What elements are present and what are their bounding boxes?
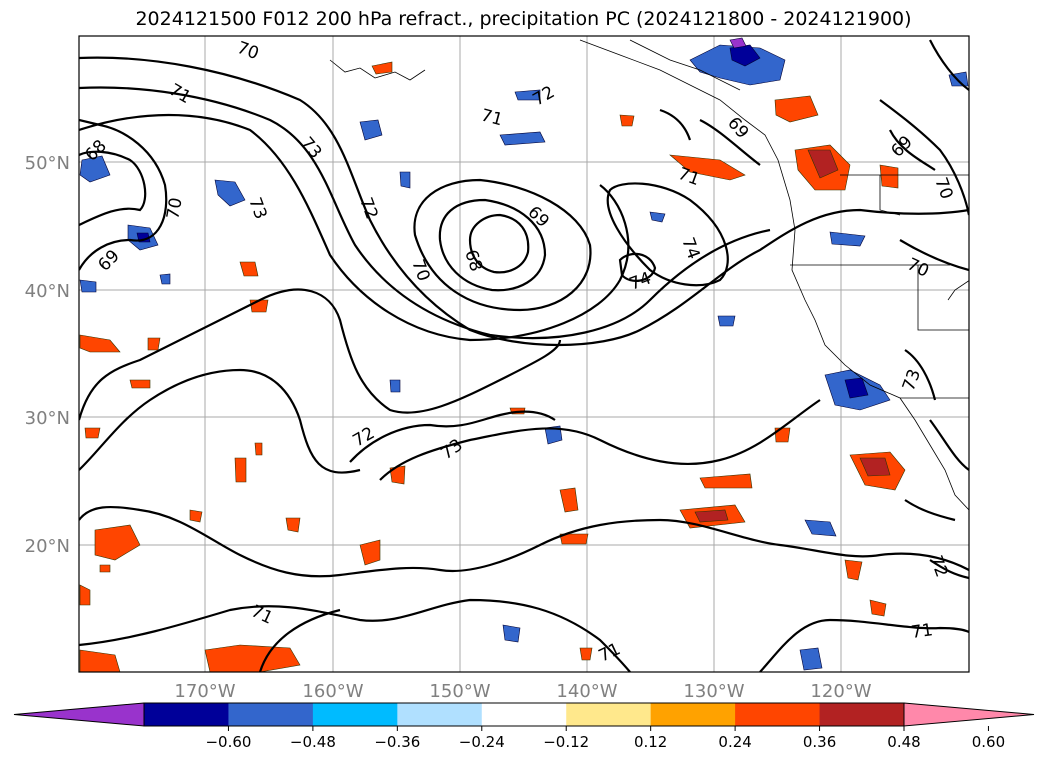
colorbar-swatch xyxy=(650,703,736,726)
precip-positive-areas xyxy=(79,61,906,672)
lon-label-120w: 120°W xyxy=(810,681,871,702)
colorbar-swatch xyxy=(481,703,567,726)
colorbar-tick-label: 0.36 xyxy=(803,733,836,751)
latitude-labels: 50°N 40°N 30°N 20°N xyxy=(25,153,70,557)
colorbar-extend-low xyxy=(13,702,145,727)
colorbar-tick-label: 0.12 xyxy=(634,733,667,751)
colorbar-tick-label: −0.12 xyxy=(543,733,589,751)
lon-label-160w: 160°W xyxy=(302,681,363,702)
graticule xyxy=(79,36,969,672)
colorbar-swatch xyxy=(144,703,229,726)
longitude-labels: 170°W 160°W 150°W 140°W 130°W 120°W xyxy=(174,681,871,702)
lat-label-40n: 40°N xyxy=(25,281,70,302)
colorbar-extend-high xyxy=(903,702,1035,727)
colorbar-outline xyxy=(143,702,905,727)
map-area xyxy=(79,36,969,672)
refractivity-contours xyxy=(79,39,969,672)
lon-label-140w: 140°W xyxy=(556,681,617,702)
lon-label-150w: 150°W xyxy=(429,681,490,702)
lat-label-50n: 50°N xyxy=(25,153,70,174)
lat-label-20n: 20°N xyxy=(25,536,70,557)
map-title: 2024121500 F012 200 hPa refract., precip… xyxy=(135,8,912,30)
colorbar-swatch xyxy=(735,703,821,726)
lon-label-130w: 130°W xyxy=(683,681,744,702)
colorbar-tick-label: −0.60 xyxy=(205,733,251,751)
colorbar-tick-label: −0.36 xyxy=(374,733,420,751)
colorbar-tick-label: 0.24 xyxy=(718,733,751,751)
colorbar-swatch xyxy=(228,703,314,726)
map-frame xyxy=(78,35,970,673)
colorbar-tick-label: −0.48 xyxy=(290,733,336,751)
colorbar-swatch xyxy=(312,703,398,726)
colorbar-tick-label: 0.48 xyxy=(887,733,920,751)
colorbar: −0.60 −0.48 −0.36 −0.24 −0.12 0.12 0.24 0.36 0.4… xyxy=(13,702,1035,751)
lon-label-170w: 170°W xyxy=(174,681,235,702)
colorbar-swatch xyxy=(819,703,905,726)
precip-negative-areas xyxy=(79,37,969,671)
colorbar-tick-label: −0.24 xyxy=(459,733,505,751)
lat-label-30n: 30°N xyxy=(25,408,70,429)
contour-label: 70 xyxy=(163,196,186,221)
colorbar-swatch xyxy=(397,703,483,726)
colorbar-tick-label: 0.60 xyxy=(972,733,1005,751)
contour-label: 71 xyxy=(910,620,934,643)
colorbar-swatch xyxy=(566,703,652,726)
